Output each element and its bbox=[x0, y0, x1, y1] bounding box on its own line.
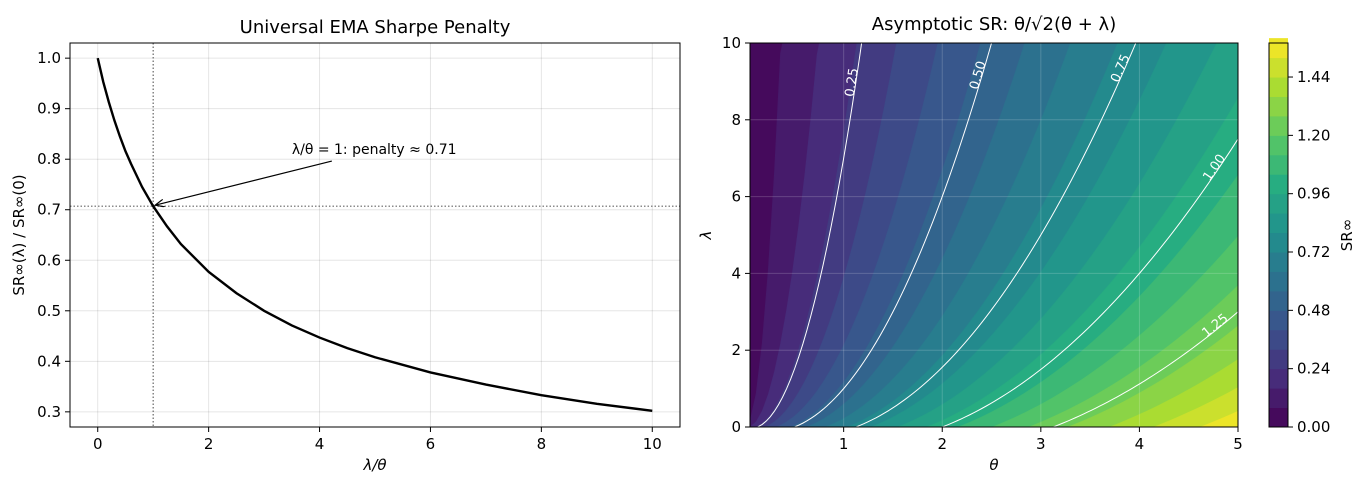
colorbar-segment bbox=[1269, 135, 1288, 156]
left-axes-frame bbox=[69, 42, 681, 428]
right-y-axis-label: λ bbox=[697, 231, 715, 241]
contour-line bbox=[940, 138, 1238, 427]
left-x-tick-label: 10 bbox=[643, 435, 662, 453]
right-y-tick-label: 8 bbox=[731, 111, 741, 129]
left-chart: Universal EMA Sharpe Penalty λ/θ = 1: pe… bbox=[10, 17, 681, 474]
colorbar-segment bbox=[1269, 388, 1288, 409]
colorbar-tick-label: 0.24 bbox=[1297, 360, 1330, 378]
colorbar-segment bbox=[1269, 310, 1288, 331]
left-y-tick-label: 0.5 bbox=[37, 302, 61, 320]
colorbar-segment bbox=[1269, 174, 1288, 195]
colorbar-frame bbox=[1268, 42, 1289, 428]
right-x-axis-label: θ bbox=[989, 456, 998, 474]
left-x-tick-label: 4 bbox=[315, 435, 325, 453]
colorbar-tick-label: 1.44 bbox=[1297, 68, 1330, 86]
contour-band bbox=[1199, 410, 1238, 427]
colorbar-segment bbox=[1269, 232, 1288, 253]
left-y-tick-label: 0.9 bbox=[37, 100, 61, 118]
colorbar-segment bbox=[1269, 57, 1288, 78]
colorbar-segment bbox=[1269, 407, 1288, 428]
left-x-tick-label: 0 bbox=[93, 435, 103, 453]
annotation-text: λ/θ = 1: penalty ≈ 0.71 bbox=[292, 142, 457, 158]
left-reference-lines bbox=[70, 43, 680, 427]
colorbar bbox=[1269, 38, 1288, 428]
left-y-tick-label: 1.0 bbox=[37, 49, 61, 67]
left-y-tick-label: 0.6 bbox=[37, 251, 61, 269]
left-y-axis-label: SR∞(λ) / SR∞(0) bbox=[10, 174, 28, 295]
colorbar-segment bbox=[1269, 96, 1288, 117]
colorbar-segment bbox=[1269, 252, 1288, 272]
right-y-tick-label: 4 bbox=[731, 264, 741, 282]
left-x-ticks: 0 2 4 6 8 10 bbox=[93, 427, 662, 453]
right-y-tick-label: 6 bbox=[731, 188, 741, 206]
colorbar-ticks: 0.00 0.24 0.48 0.72 0.96 1.20 1.44 bbox=[1288, 68, 1330, 436]
left-y-tick-label: 0.4 bbox=[37, 352, 61, 370]
colorbar-segment bbox=[1269, 290, 1288, 311]
contour-lines bbox=[755, 43, 1238, 427]
right-x-tick-label: 1 bbox=[839, 435, 849, 453]
right-chart: Asymptotic SR: θ/√2(θ + λ) 0.25 0.50 0.751… bbox=[697, 14, 1356, 474]
right-y-ticks: 0 2 4 6 8 10 bbox=[722, 34, 750, 436]
colorbar-segment bbox=[1269, 213, 1288, 234]
right-x-ticks: 1 2 3 4 5 bbox=[839, 427, 1243, 453]
contour-band bbox=[1153, 387, 1238, 427]
left-chart-title: Universal EMA Sharpe Penalty bbox=[240, 17, 511, 38]
contour-label: 0.25 bbox=[843, 67, 862, 98]
colorbar-segment bbox=[1269, 271, 1288, 292]
right-x-tick-label: 2 bbox=[937, 435, 947, 453]
colorbar-tick-label: 0.72 bbox=[1297, 243, 1330, 261]
colorbar-tick-label: 0.96 bbox=[1297, 185, 1330, 203]
right-x-tick-label: 3 bbox=[1036, 435, 1046, 453]
left-x-axis-label: λ/θ bbox=[362, 456, 386, 474]
left-x-tick-label: 8 bbox=[537, 435, 547, 453]
colorbar-tick-label: 1.20 bbox=[1297, 126, 1330, 144]
right-y-tick-label: 2 bbox=[731, 341, 741, 359]
colorbar-segment bbox=[1269, 193, 1288, 214]
right-chart-title: Asymptotic SR: θ/√2(θ + λ) bbox=[872, 14, 1116, 35]
contour-line bbox=[792, 43, 993, 427]
colorbar-segment bbox=[1269, 154, 1288, 175]
left-y-ticks: 0.3 0.4 0.5 0.6 0.7 0.8 0.9 1.0 bbox=[37, 49, 70, 421]
contour-fill bbox=[750, 43, 1238, 427]
colorbar-tick-label: 0.48 bbox=[1297, 301, 1330, 319]
colorbar-label: SR∞ bbox=[1338, 219, 1356, 251]
colorbar-segment bbox=[1269, 368, 1288, 389]
right-y-tick-label: 10 bbox=[722, 34, 741, 52]
colorbar-segment bbox=[1269, 77, 1288, 97]
colorbar-segment bbox=[1269, 38, 1288, 59]
left-y-tick-label: 0.8 bbox=[37, 150, 61, 168]
colorbar-tick-label: 0.00 bbox=[1297, 418, 1330, 436]
colorbar-segment bbox=[1269, 329, 1288, 350]
left-gridlines bbox=[70, 43, 680, 427]
left-x-tick-label: 6 bbox=[426, 435, 436, 453]
contour-line bbox=[1051, 311, 1238, 427]
right-x-tick-label: 5 bbox=[1233, 435, 1243, 453]
right-y-tick-label: 0 bbox=[731, 418, 741, 436]
contour-line bbox=[755, 43, 863, 427]
right-axes-frame bbox=[749, 42, 1239, 428]
right-x-tick-label: 4 bbox=[1135, 435, 1145, 453]
penalty-annotation: λ/θ = 1: penalty ≈ 0.71 bbox=[155, 142, 457, 205]
annotation-arrow bbox=[155, 160, 332, 205]
left-x-tick-label: 2 bbox=[204, 435, 214, 453]
colorbar-segment bbox=[1269, 115, 1288, 136]
colorbar-segment bbox=[1269, 349, 1288, 370]
left-y-tick-label: 0.7 bbox=[37, 201, 61, 219]
penalty-curve bbox=[96, 57, 653, 413]
contour-line bbox=[854, 43, 1137, 427]
left-y-tick-label: 0.3 bbox=[37, 403, 61, 421]
